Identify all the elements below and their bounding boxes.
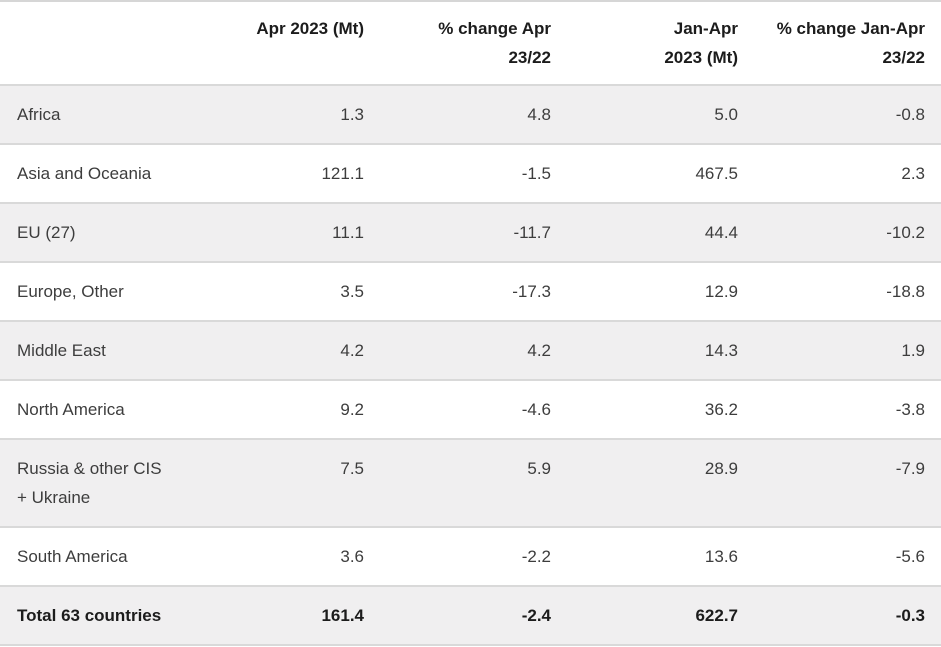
value-cell: 4.2: [527, 341, 551, 360]
value-cell: 28.9: [704, 459, 738, 478]
value-cell: 36.2: [704, 400, 738, 419]
value-cell: 13.6: [704, 547, 738, 566]
total-value-cell: -2.4: [521, 606, 551, 625]
total-value-cell: -0.3: [895, 606, 925, 625]
value-cell: 4.2: [340, 341, 364, 360]
total-label-cell: Total 63 countries: [17, 606, 162, 625]
table-row: Russia & other CIS + Ukraine 7.5 5.9 28.…: [0, 439, 941, 527]
value-cell: 121.1: [321, 164, 364, 183]
value-cell: 3.6: [340, 547, 364, 566]
value-cell: 4.8: [527, 105, 551, 124]
region-cell: North America: [17, 400, 125, 419]
table-row: Europe, Other 3.5 -17.3 12.9 -18.8: [0, 262, 941, 321]
region-cell: South America: [17, 547, 128, 566]
region-cell: EU (27): [17, 223, 76, 242]
value-cell: -18.8: [886, 282, 925, 301]
value-cell: -10.2: [886, 223, 925, 242]
region-cell: Europe, Other: [17, 282, 124, 301]
value-cell: -7.9: [895, 459, 925, 478]
value-cell: -1.5: [521, 164, 551, 183]
column-header-jan-apr-2023: Jan-Apr 2023 (Mt): [567, 2, 754, 85]
table-row: South America 3.6 -2.2 13.6 -5.6: [0, 527, 941, 586]
value-cell: 2.3: [901, 164, 925, 183]
value-cell: 3.5: [340, 282, 364, 301]
value-cell: -3.8: [895, 400, 925, 419]
value-cell: 5.0: [714, 105, 738, 124]
total-value-cell: 622.7: [695, 606, 738, 625]
value-cell: -4.6: [521, 400, 551, 419]
value-cell: 9.2: [340, 400, 364, 419]
value-cell: -2.2: [521, 547, 551, 566]
value-cell: 1.9: [901, 341, 925, 360]
region-cell: Africa: [17, 105, 61, 124]
header-row: Apr 2023 (Mt) % change Apr 23/22 Jan-Apr…: [0, 2, 941, 85]
total-row: Total 63 countries 161.4 -2.4 622.7 -0.3: [0, 586, 941, 645]
table-row: Africa 1.3 4.8 5.0 -0.8: [0, 85, 941, 144]
value-cell: -0.8: [895, 105, 925, 124]
value-cell: 5.9: [527, 459, 551, 478]
column-header-pct-change-jan-apr: % change Jan-Apr 23/22: [754, 2, 941, 85]
table-row: North America 9.2 -4.6 36.2 -3.8: [0, 380, 941, 439]
empty-header-cell: [0, 2, 193, 85]
region-cell: Middle East: [17, 341, 106, 360]
value-cell: -5.6: [895, 547, 925, 566]
value-cell: 14.3: [704, 341, 738, 360]
value-cell: 1.3: [340, 105, 364, 124]
value-cell: 7.5: [340, 459, 364, 478]
table-row: Middle East 4.2 4.2 14.3 1.9: [0, 321, 941, 380]
value-cell: -11.7: [513, 223, 552, 242]
table-row: Asia and Oceania 121.1 -1.5 467.5 2.3: [0, 144, 941, 203]
column-header-apr-2023: Apr 2023 (Mt): [193, 2, 380, 85]
value-cell: 44.4: [704, 223, 738, 242]
value-cell: 11.1: [332, 223, 364, 242]
region-cell: Russia & other CIS + Ukraine: [17, 459, 162, 507]
region-cell: Asia and Oceania: [17, 164, 152, 183]
value-cell: 12.9: [704, 282, 738, 301]
column-header-pct-change-apr: % change Apr 23/22: [380, 2, 567, 85]
value-cell: 467.5: [695, 164, 738, 183]
total-value-cell: 161.4: [321, 606, 364, 625]
table-row: EU (27) 11.1 -11.7 44.4 -10.2: [0, 203, 941, 262]
value-cell: -17.3: [512, 282, 551, 301]
